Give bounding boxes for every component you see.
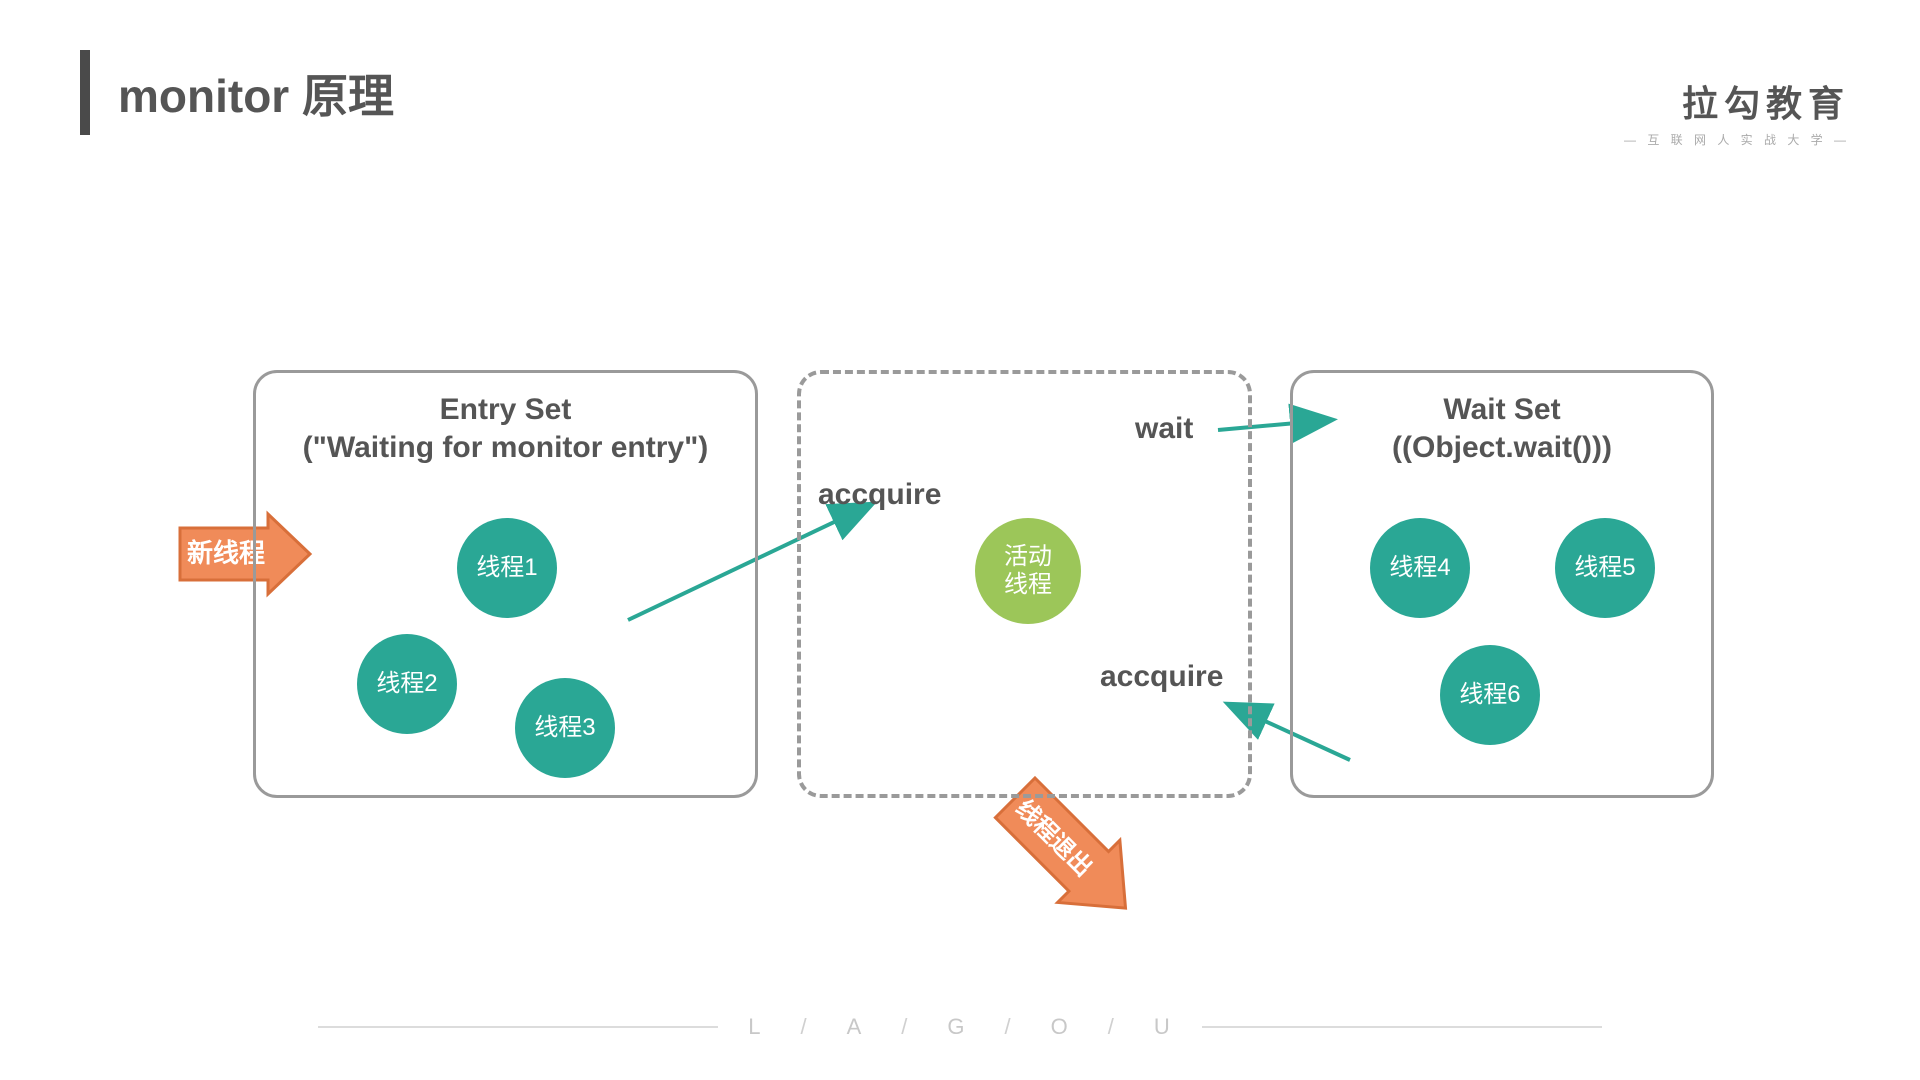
active-thread-label: 活动 线程 <box>1004 543 1052 598</box>
footer-slash: / <box>1108 1014 1116 1040</box>
footer-line-left <box>318 1026 718 1028</box>
wait-set-title: Wait Set ((Object.wait())) <box>1293 373 1711 466</box>
wait-set-title-line1: Wait Set <box>1293 391 1711 429</box>
thread-5: 线程5 <box>1555 518 1655 618</box>
thread-3-label: 线程3 <box>534 714 595 742</box>
footer-letter: L <box>748 1014 762 1040</box>
entry-set-title-line1: Entry Set <box>256 391 755 429</box>
footer-line-right <box>1202 1026 1602 1028</box>
thread-1: 线程1 <box>457 518 557 618</box>
page-title-bar: monitor 原理 <box>80 50 394 135</box>
thread-1-label: 线程1 <box>476 554 537 582</box>
entry-set-title: Entry Set ("Waiting for monitor entry") <box>256 373 755 466</box>
footer-letter: A <box>847 1014 864 1040</box>
thread-6: 线程6 <box>1440 645 1540 745</box>
thread-4: 线程4 <box>1370 518 1470 618</box>
thread-4-label: 线程4 <box>1389 554 1450 582</box>
footer-slash: / <box>901 1014 909 1040</box>
active-thread: 活动 线程 <box>975 518 1081 624</box>
footer-letter: O <box>1051 1014 1070 1040</box>
thread-5-label: 线程5 <box>1574 554 1635 582</box>
label-wait: wait <box>1135 412 1193 446</box>
brand-main: 拉勾教育 <box>1624 75 1850 127</box>
label-acquire-1: accquire <box>818 478 941 512</box>
footer: L / A / G / O / U <box>0 1014 1920 1040</box>
entry-set-title-line2: ("Waiting for monitor entry") <box>256 429 755 467</box>
thread-2-label: 线程2 <box>376 670 437 698</box>
page-title: monitor 原理 <box>118 60 394 126</box>
thread-3: 线程3 <box>515 678 615 778</box>
footer-letter: U <box>1154 1014 1172 1040</box>
title-accent <box>80 50 90 135</box>
thread-2: 线程2 <box>357 634 457 734</box>
footer-slash: / <box>1005 1014 1013 1040</box>
brand-logo: 拉勾教育 — 互 联 网 人 实 战 大 学 — <box>1624 75 1850 148</box>
wait-set-title-line2: ((Object.wait())) <box>1293 429 1711 467</box>
footer-slash: / <box>800 1014 808 1040</box>
label-acquire-2: accquire <box>1100 660 1223 694</box>
brand-sub: — 互 联 网 人 实 战 大 学 — <box>1624 131 1850 148</box>
footer-text: L / A / G / O / U <box>748 1014 1172 1040</box>
footer-letter: G <box>947 1014 966 1040</box>
thread-6-label: 线程6 <box>1459 681 1520 709</box>
